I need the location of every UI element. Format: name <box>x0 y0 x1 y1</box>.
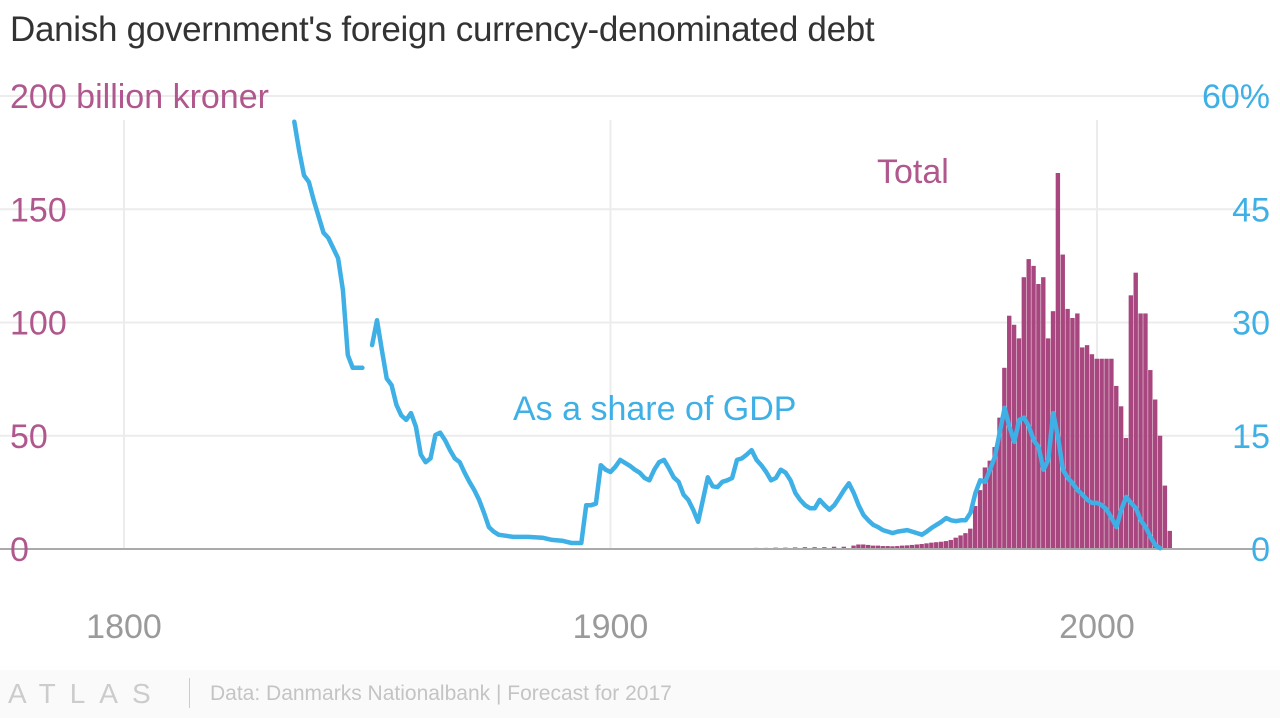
footer-divider <box>189 678 190 708</box>
chart-title: Danish government's foreign currency-den… <box>10 10 875 49</box>
gdp-annotation: As a share of GDP <box>513 390 796 428</box>
gdp-share-line <box>292 119 1163 551</box>
total-bar <box>1089 354 1095 549</box>
total-bar <box>1114 385 1119 549</box>
total-bar <box>880 546 885 549</box>
total-bars <box>754 173 1172 550</box>
total-bar <box>943 541 949 549</box>
total-bar <box>904 545 910 549</box>
total-bar <box>968 528 973 549</box>
total-bar <box>1002 367 1007 549</box>
total-annotation: Total <box>877 153 949 191</box>
total-bar <box>856 544 861 549</box>
total-bar <box>1094 358 1099 549</box>
total-bar <box>1070 317 1075 549</box>
total-bar <box>1099 358 1104 549</box>
total-bar <box>870 545 876 549</box>
total-bar <box>948 539 954 549</box>
total-bar <box>953 537 958 549</box>
total-bar <box>1065 308 1070 549</box>
total-bar <box>972 505 978 549</box>
total-bar <box>982 467 988 549</box>
total-bar <box>1104 358 1109 549</box>
total-bar <box>1041 277 1046 549</box>
source-note: Data: Danmarks Nationalbank | Forecast f… <box>210 682 672 705</box>
total-bar <box>1162 485 1168 549</box>
total-bar <box>885 546 890 549</box>
total-bar <box>1075 313 1080 549</box>
total-bar <box>865 544 871 549</box>
left-y-tick-label: 0 <box>10 531 29 569</box>
total-bar <box>992 447 997 549</box>
atlas-logo: ATLAS <box>8 678 165 709</box>
total-bar <box>1055 173 1061 549</box>
right-y-tick-label: 0 <box>1251 531 1270 569</box>
total-bar <box>919 544 924 549</box>
total-bar <box>1021 277 1027 549</box>
axis-ticks: 200 billion kroner 60% 1800 1900 2000 0 50 10… <box>10 78 1270 646</box>
total-bar <box>977 490 983 549</box>
total-bar <box>875 545 881 549</box>
right-y-tick-label: 15 <box>1232 418 1270 456</box>
total-bar <box>929 542 934 549</box>
total-bar <box>1084 345 1090 549</box>
left-y-tick-label: 150 <box>10 191 67 229</box>
footer: ATLAS Data: Danmarks Nationalbank | Fore… <box>0 670 1280 718</box>
total-bar <box>890 546 895 549</box>
chart: 200 billion kroner 60% 1800 1900 2000 0 50 10… <box>0 78 1270 646</box>
left-axis-unit-label: 200 billion kroner <box>10 78 269 116</box>
x-tick-label: 2000 <box>1059 608 1135 646</box>
total-bar <box>895 546 900 549</box>
total-bar <box>1118 406 1124 549</box>
total-bar <box>1123 438 1129 549</box>
left-y-tick-label: 50 <box>10 418 48 456</box>
x-tick-label: 1800 <box>86 608 162 646</box>
total-bar <box>1016 338 1022 549</box>
total-bar <box>909 544 915 549</box>
total-bar <box>997 417 1002 549</box>
total-bar <box>1148 370 1153 549</box>
right-y-tick-label: 45 <box>1232 191 1270 229</box>
total-bar <box>1026 259 1031 549</box>
total-bar <box>900 545 905 549</box>
total-bar <box>1138 313 1143 549</box>
total-bar <box>1157 435 1163 549</box>
total-bar <box>851 545 856 549</box>
total-bar <box>1080 347 1085 549</box>
right-axis-unit-label: 60% <box>1202 78 1270 116</box>
total-bar <box>861 544 866 549</box>
total-bar <box>841 546 847 549</box>
total-bar <box>1031 265 1036 549</box>
total-bar <box>1143 313 1148 549</box>
total-bar <box>831 546 837 549</box>
total-bar <box>914 544 919 549</box>
total-bar <box>1167 530 1172 549</box>
right-y-tick-label: 30 <box>1232 305 1270 343</box>
left-y-tick-label: 100 <box>10 305 67 343</box>
total-bar <box>1036 283 1041 549</box>
x-tick-label: 1900 <box>573 608 649 646</box>
total-bar <box>1109 358 1114 549</box>
gdp-share-line-segment <box>369 317 1163 551</box>
total-bar <box>934 542 939 549</box>
total-bar <box>1060 254 1065 550</box>
total-bar <box>924 543 929 549</box>
total-bar <box>1152 399 1158 549</box>
total-bar <box>958 535 963 549</box>
total-bar <box>987 460 992 549</box>
total-bar <box>1128 295 1134 549</box>
total-bar <box>1133 272 1138 549</box>
gdp-share-line-segment <box>292 119 365 371</box>
total-bar <box>963 533 968 549</box>
total-bar <box>938 541 944 549</box>
